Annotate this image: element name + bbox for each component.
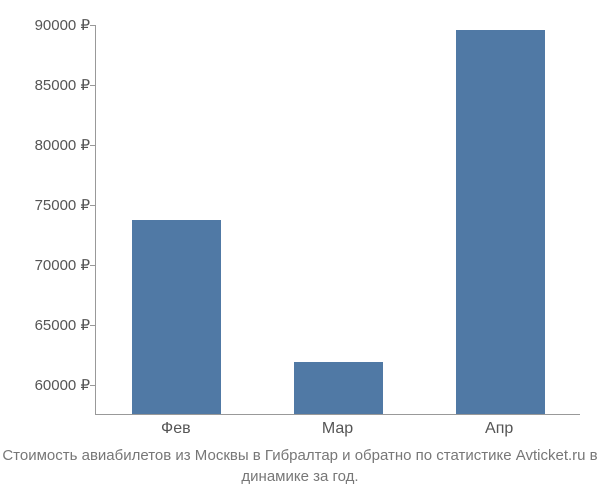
y-tick-mark bbox=[90, 325, 95, 326]
y-tick-mark bbox=[90, 85, 95, 86]
bar bbox=[456, 30, 545, 414]
y-tick-label: 90000 ₽ bbox=[10, 16, 90, 34]
chart-caption: Стоимость авиабилетов из Москвы в Гибрал… bbox=[0, 445, 600, 487]
chart-container: Стоимость авиабилетов из Москвы в Гибрал… bbox=[0, 0, 600, 500]
x-category-label: Мар bbox=[322, 420, 353, 438]
y-tick-label: 80000 ₽ bbox=[10, 136, 90, 154]
y-tick-label: 60000 ₽ bbox=[10, 376, 90, 394]
y-tick-label: 70000 ₽ bbox=[10, 256, 90, 274]
x-category-label: Апр bbox=[485, 420, 513, 438]
y-tick-label: 65000 ₽ bbox=[10, 316, 90, 334]
bar bbox=[294, 362, 383, 414]
y-tick-mark bbox=[90, 385, 95, 386]
x-category-label: Фев bbox=[161, 420, 191, 438]
bar bbox=[132, 220, 221, 414]
plot-area bbox=[95, 25, 580, 415]
y-tick-mark bbox=[90, 145, 95, 146]
y-tick-mark bbox=[90, 205, 95, 206]
y-tick-label: 75000 ₽ bbox=[10, 196, 90, 214]
y-tick-mark bbox=[90, 265, 95, 266]
y-tick-mark bbox=[90, 25, 95, 26]
y-tick-label: 85000 ₽ bbox=[10, 76, 90, 94]
